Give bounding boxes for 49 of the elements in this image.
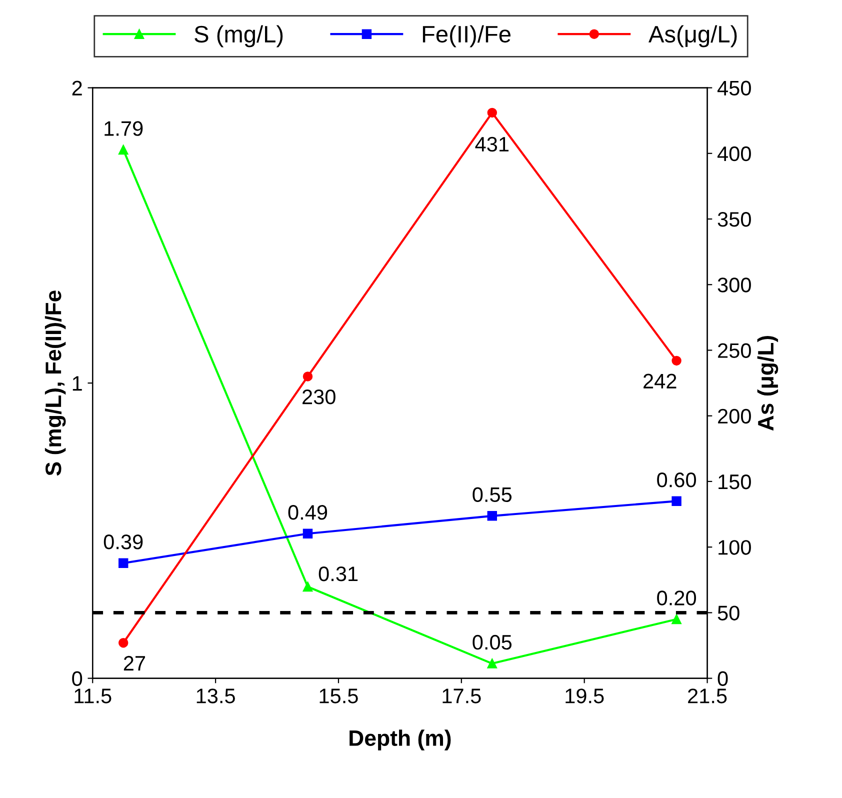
point — [118, 144, 128, 155]
data-label: 0.49 — [288, 505, 328, 520]
y2-tick-label: 100 — [718, 540, 751, 555]
y-tick-label: 2 — [72, 80, 82, 96]
legend-label: S (mg/L) — [194, 25, 283, 48]
y2-axis-title: As (μg/L) — [757, 336, 778, 431]
x-tick-label: 15.5 — [320, 688, 358, 704]
point — [487, 108, 498, 118]
point — [487, 511, 498, 521]
y2-tick-label: 300 — [718, 278, 751, 292]
y2-tick-label: 0 — [718, 671, 728, 686]
y2-tick-label: 450 — [717, 80, 751, 96]
data-label: 1.79 — [104, 121, 143, 136]
y-tick-label: 0 — [72, 671, 82, 686]
data-label: 0.20 — [657, 590, 696, 606]
y-tick-label: 1 — [72, 376, 82, 391]
point — [118, 558, 128, 568]
data-label: 431 — [475, 136, 509, 152]
point — [487, 658, 498, 668]
x-tick-label: 19.5 — [566, 688, 604, 704]
x-tick-label: 11.5 — [74, 688, 112, 704]
legend-label: Fe(II)/Fe — [422, 25, 510, 48]
data-label: 230 — [302, 390, 336, 404]
y2-tick-label: 400 — [717, 146, 751, 162]
data-label: 0.05 — [472, 634, 512, 650]
point — [302, 372, 313, 382]
legend-label: As(μg/L) — [648, 25, 737, 48]
x-tick-label: 17.5 — [442, 688, 481, 704]
point — [672, 614, 682, 624]
x-axis-title: Depth (m) — [350, 730, 451, 750]
y2-tick-label: 250 — [718, 343, 751, 358]
data-label: 242 — [644, 374, 676, 388]
x-tick-label: 21.5 — [688, 688, 727, 704]
x-tick-label: 13.5 — [196, 688, 235, 704]
y-axis-title: S (mg/L), Fe(II)/Fe — [44, 290, 66, 476]
data-label: 27 — [124, 656, 146, 670]
point — [302, 582, 313, 592]
data-label: 0.31 — [318, 566, 358, 582]
point — [302, 528, 313, 538]
data-label: 0.60 — [657, 472, 696, 488]
point — [672, 496, 682, 506]
point — [672, 356, 682, 366]
data-label: 0.55 — [472, 487, 512, 502]
point — [118, 638, 128, 648]
data-label: 0.39 — [104, 534, 143, 550]
y2-tick-label: 50 — [718, 606, 740, 620]
y2-tick-label: 200 — [718, 408, 751, 424]
y2-tick-label: 150 — [718, 474, 751, 490]
y2-tick-label: 350 — [718, 212, 751, 227]
